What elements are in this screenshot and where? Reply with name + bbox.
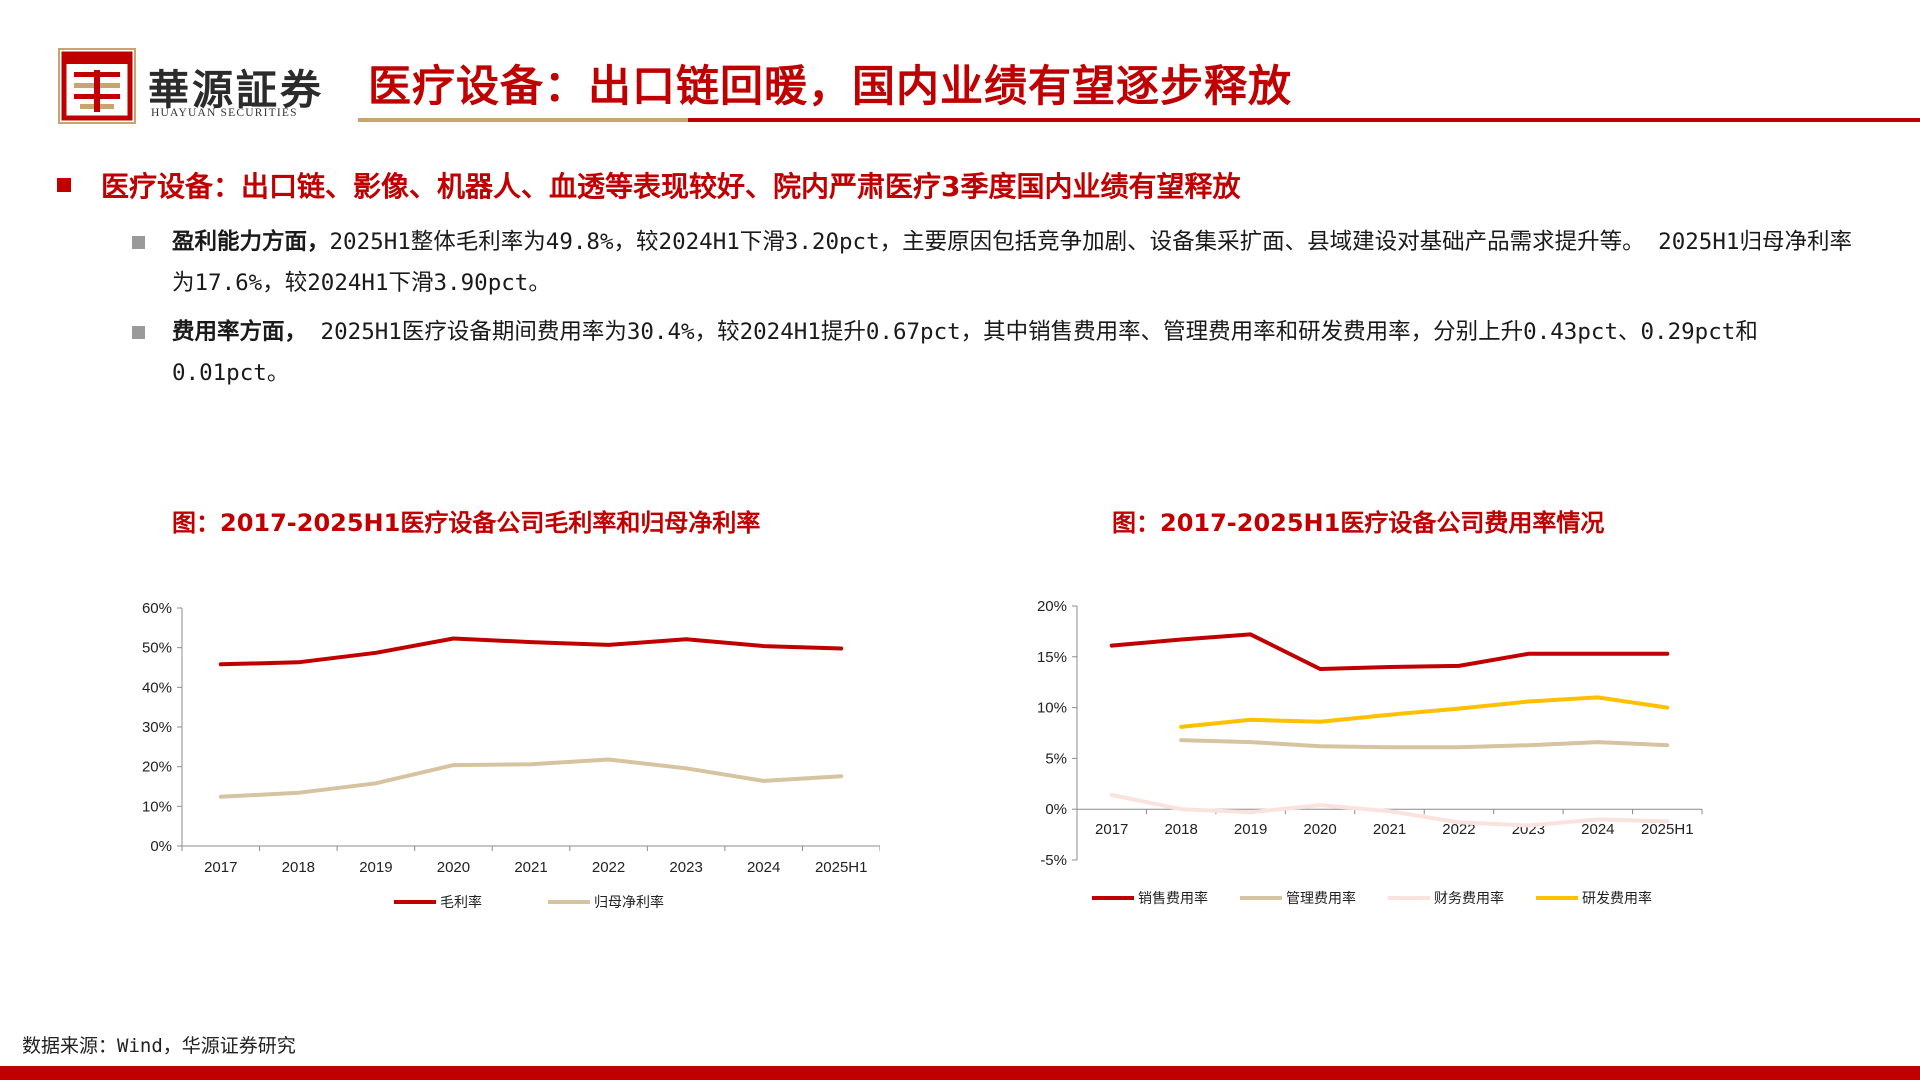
- y-tick-label: 0%: [150, 838, 172, 855]
- footer-bar: [0, 1066, 1920, 1080]
- y-tick-label: 15%: [1037, 649, 1067, 666]
- x-tick-label: 2024: [1581, 821, 1614, 838]
- brand-name-en: HUAYUAN SECURITIES: [151, 107, 298, 119]
- bullet-body: 2025H1整体毛利率为49.8%，较2024H1下滑3.20pct，主要原因包…: [172, 229, 1852, 296]
- x-tick-label: 2023: [669, 859, 702, 876]
- chart-expense-rates: -5% 0% 5% 10% 15% 20% 2017 2018 2019 2020 2021 2022…: [1037, 598, 1703, 907]
- series-line-3: [1109, 793, 1670, 828]
- x-tick-label: 2021: [514, 859, 547, 876]
- x-tick-label: 2019: [1234, 821, 1267, 838]
- y-tick-label: 20%: [142, 759, 172, 776]
- series-line-1: [218, 636, 844, 667]
- title-divider-accent: [358, 118, 688, 122]
- title-divider: [358, 118, 1920, 122]
- legend-label: 销售费用率: [1138, 890, 1208, 907]
- chart2-title: 图：2017-2025H1医疗设备公司费用率情况: [1112, 509, 1605, 537]
- brand-name-cn: 華源証券: [148, 66, 324, 114]
- page-title: 医疗设备：出口链回暖，国内业绩有望逐步释放: [368, 62, 1292, 112]
- legend-label: 管理费用率: [1286, 890, 1356, 907]
- section-heading: 医疗设备：出口链、影像、机器人、血透等表现较好、院内严肃医疗3季度国内业绩有望释…: [57, 165, 1241, 205]
- x-tick-label: 2020: [1303, 821, 1336, 838]
- bullet-profitability: 盈利能力方面，2025H1整体毛利率为49.8%，较2024H1下滑3.20pc…: [132, 222, 1872, 304]
- square-bullet-icon: [57, 178, 71, 192]
- x-tick-label: 2022: [592, 859, 625, 876]
- huayuan-logo-icon: [58, 48, 136, 124]
- bullet-label: 费用率方面，: [172, 319, 308, 345]
- bullet-text: 费用率方面， 2025H1医疗设备期间费用率为30.4%，较2024H1提升0.…: [172, 312, 1872, 394]
- legend-label: 毛利率: [440, 894, 482, 911]
- y-tick-label: -5%: [1040, 852, 1067, 869]
- x-tick-label: 2019: [359, 859, 392, 876]
- x-tick-label: 2020: [437, 859, 470, 876]
- series-line-4: [1179, 695, 1670, 729]
- bullet-expense: 费用率方面， 2025H1医疗设备期间费用率为30.4%，较2024H1提升0.…: [132, 312, 1872, 394]
- x-tick-label: 2018: [282, 859, 315, 876]
- x-tick-label: 2017: [204, 859, 237, 876]
- y-tick-label: 20%: [1037, 598, 1067, 615]
- series-line-1: [1109, 632, 1670, 671]
- y-tick-label: 30%: [142, 719, 172, 736]
- square-bullet-icon: [132, 236, 145, 249]
- y-tick-label: 10%: [1037, 700, 1067, 717]
- legend-label: 研发费用率: [1582, 890, 1652, 907]
- x-tick-label: 2025H1: [815, 859, 868, 876]
- source-note: 数据来源：Wind，华源证券研究: [22, 1035, 296, 1057]
- y-tick-label: 10%: [142, 798, 172, 815]
- series-line-2: [218, 757, 844, 799]
- bullet-body: 2025H1医疗设备期间费用率为30.4%，较2024H1提升0.67pct，其…: [172, 319, 1758, 386]
- chart-margin-rates: 0% 10% 20% 30% 40% 50% 60% 2017 2018 2019 2020 2021…: [142, 600, 880, 911]
- x-tick-label: 2018: [1164, 821, 1197, 838]
- x-tick-label: 2025H1: [1641, 821, 1694, 838]
- y-tick-label: 60%: [142, 600, 172, 617]
- y-tick-label: 0%: [1045, 801, 1067, 818]
- x-tick-label: 2022: [1442, 821, 1475, 838]
- legend-label: 归母净利率: [594, 894, 664, 911]
- x-tick-label: 2021: [1373, 821, 1406, 838]
- y-tick-label: 40%: [142, 679, 172, 696]
- y-tick-label: 50%: [142, 640, 172, 657]
- header: 華源証券 HUAYUAN SECURITIES 医疗设备：出口链回暖，国内业绩有…: [0, 0, 1920, 125]
- chart1-title: 图：2017-2025H1医疗设备公司毛利率和归母净利率: [172, 509, 761, 537]
- section-heading-text: 医疗设备：出口链、影像、机器人、血透等表现较好、院内严肃医疗3季度国内业绩有望释…: [101, 170, 1241, 203]
- legend-label: 财务费用率: [1434, 890, 1504, 907]
- bullet-label: 盈利能力方面，: [172, 229, 330, 255]
- bullet-text: 盈利能力方面，2025H1整体毛利率为49.8%，较2024H1下滑3.20pc…: [172, 222, 1872, 304]
- y-tick-label: 5%: [1045, 750, 1067, 767]
- series-line-2: [1179, 738, 1670, 750]
- x-tick-label: 2024: [747, 859, 780, 876]
- square-bullet-icon: [132, 326, 145, 339]
- x-tick-label: 2017: [1095, 821, 1128, 838]
